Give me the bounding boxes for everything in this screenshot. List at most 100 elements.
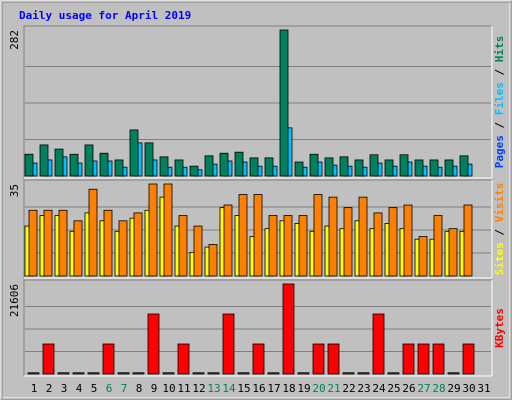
bar: [448, 228, 458, 277]
legend-separator: /: [493, 115, 506, 135]
x-tick-label: 23: [357, 382, 370, 395]
bar: [357, 372, 370, 375]
bar: [384, 159, 394, 177]
x-tick-label: 27: [417, 382, 430, 395]
bar: [388, 207, 398, 277]
bar: [163, 183, 173, 277]
bar: [462, 343, 475, 375]
x-tick-label: 30: [462, 382, 475, 395]
bar: [219, 152, 229, 177]
bar: [402, 343, 415, 375]
bar: [58, 209, 68, 277]
bar: [267, 372, 280, 375]
legend: KBytes: [493, 308, 506, 348]
y-tick-label: 282: [8, 30, 21, 50]
bar: [42, 343, 55, 375]
x-tick-label: 5: [91, 382, 98, 395]
bar: [328, 196, 338, 277]
bar: [309, 153, 319, 177]
x-tick-label: 6: [106, 382, 113, 395]
x-tick-label: 26: [402, 382, 415, 395]
bar: [189, 165, 199, 177]
legend-entry: Visits: [493, 183, 506, 223]
bar: [39, 144, 49, 177]
bar: [144, 142, 154, 177]
bar: [88, 188, 98, 277]
bar: [294, 161, 304, 177]
bar: [24, 153, 34, 177]
bar: [324, 157, 334, 177]
bar: [114, 159, 124, 177]
bar: [132, 372, 145, 375]
legend-entry: Files: [493, 82, 506, 115]
x-tick-label: 29: [447, 382, 460, 395]
bar: [178, 215, 188, 277]
bar: [208, 244, 218, 277]
bar: [72, 372, 85, 375]
bar: [463, 204, 473, 277]
bar: [372, 313, 385, 375]
bar: [249, 157, 259, 177]
bar: [43, 209, 53, 277]
bar: [282, 283, 295, 375]
legend: Sites / Visits: [493, 183, 506, 276]
bar: [264, 157, 274, 177]
legend-entry: Hits: [493, 36, 506, 63]
bar: [207, 372, 220, 375]
legend: Pages / Files / Hits: [493, 36, 506, 169]
legend-entry: Sites: [493, 242, 506, 275]
bar: [354, 159, 364, 177]
legend-entry: KBytes: [493, 308, 506, 348]
x-tick-label: 2: [46, 382, 53, 395]
bar: [27, 372, 40, 375]
bar: [433, 215, 443, 277]
bar: [283, 215, 293, 277]
bar: [418, 236, 428, 277]
y-tick-label: 35: [8, 184, 21, 197]
x-tick-label: 15: [237, 382, 250, 395]
x-tick-label: 21: [327, 382, 340, 395]
bar: [73, 220, 83, 277]
bar: [432, 343, 445, 375]
x-tick-label: 1: [31, 382, 38, 395]
bar: [193, 225, 203, 277]
bar: [339, 156, 349, 177]
x-tick-label: 9: [151, 382, 158, 395]
x-tick-label: 14: [222, 382, 236, 395]
bar: [399, 154, 409, 177]
bar: [102, 343, 115, 375]
bar: [373, 212, 383, 277]
bar: [147, 313, 160, 375]
bar: [369, 154, 379, 177]
bar: [103, 209, 113, 277]
y-tick-label: 21606: [8, 284, 21, 317]
x-tick-label: 31: [477, 382, 490, 395]
x-tick-label: 11: [177, 382, 190, 395]
bar: [343, 207, 353, 277]
bar: [313, 194, 323, 277]
bar: [118, 220, 128, 277]
x-tick-label: 3: [61, 382, 68, 395]
x-tick-label: 16: [252, 382, 265, 395]
bar: [99, 152, 109, 177]
bar: [148, 183, 158, 277]
x-tick-label: 8: [136, 382, 143, 395]
bar: [117, 372, 130, 375]
bar: [447, 372, 460, 375]
bar: [159, 156, 169, 177]
bar: [234, 151, 244, 177]
bar: [57, 372, 70, 375]
x-tick-label: 25: [387, 382, 400, 395]
bar: [414, 159, 424, 177]
bar: [222, 313, 235, 375]
bar: [253, 194, 263, 277]
x-tick-label: 13: [207, 382, 220, 395]
bar: [162, 372, 175, 375]
bar: [417, 343, 430, 375]
bar: [403, 204, 413, 277]
legend-separator: /: [493, 222, 506, 242]
bar: [129, 129, 139, 177]
x-tick-label: 28: [432, 382, 445, 395]
